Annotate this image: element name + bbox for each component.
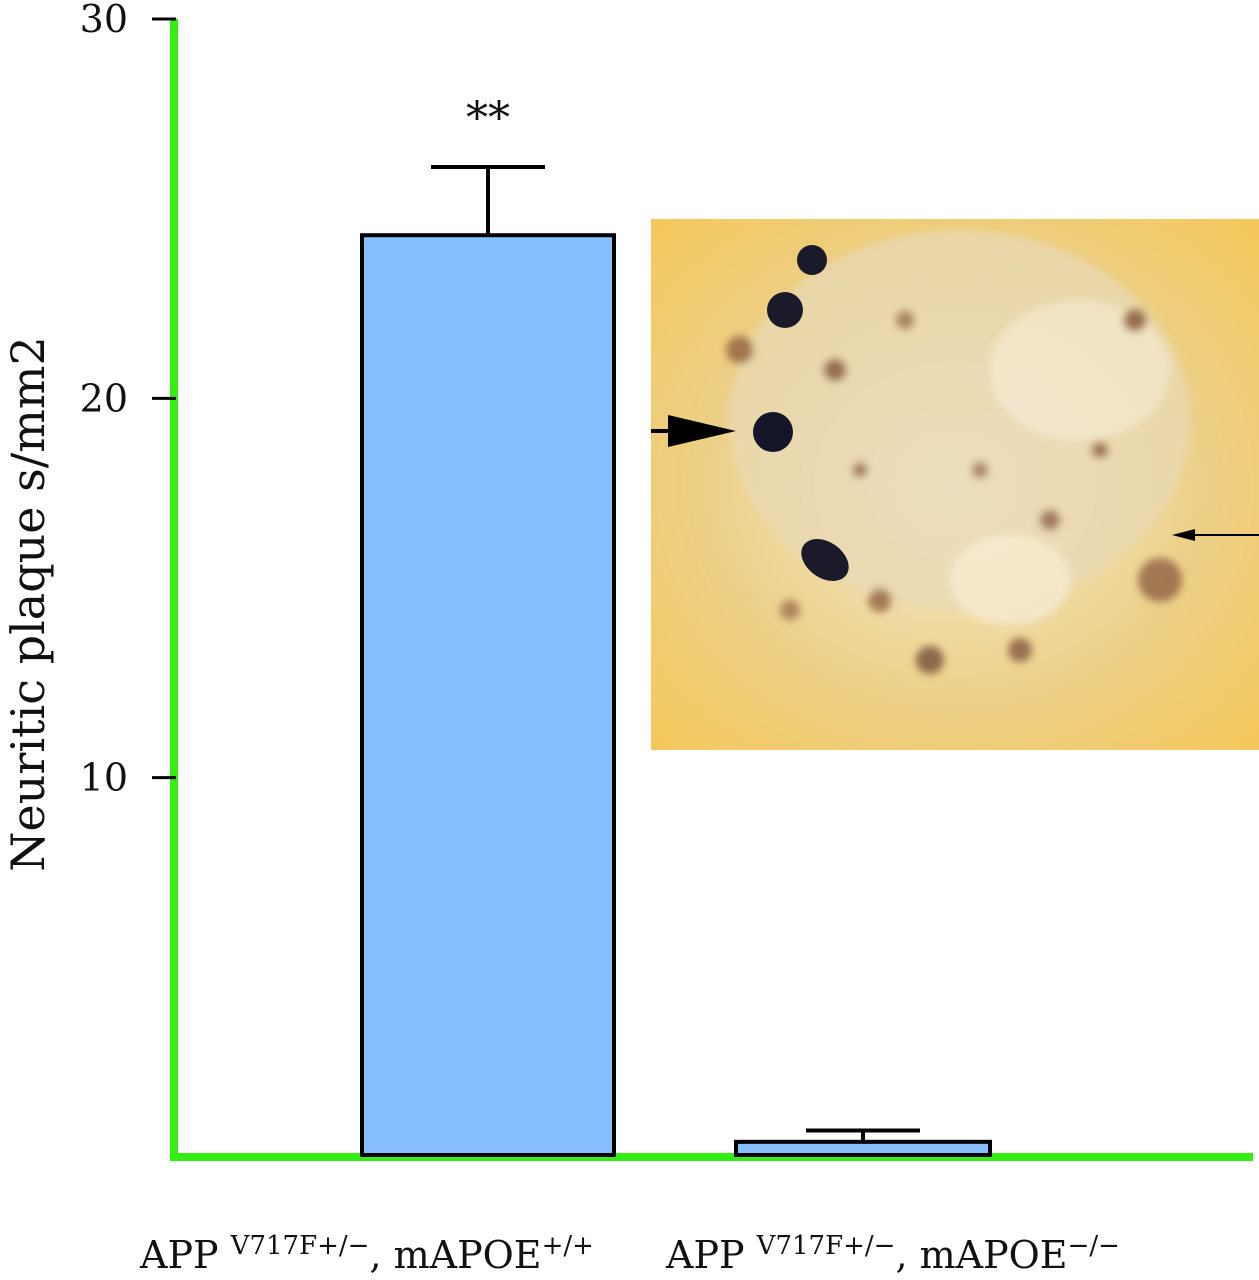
y-tick-label: 10 — [80, 756, 128, 800]
y-axis-title: Neuritic plaque s/mm2 — [1, 336, 55, 872]
bar-2 — [734, 1139, 992, 1157]
x-category-label-1: APP V717F+/−, mAPOE+/+ — [139, 1231, 594, 1277]
y-tick-label: 20 — [80, 376, 128, 420]
y-tick-label: 30 — [80, 0, 128, 41]
bars-group: ** — [360, 93, 992, 1158]
micrograph-inset-image — [651, 219, 1259, 750]
significance-marker: ** — [466, 93, 510, 144]
bar-1 — [360, 233, 616, 1158]
y-axis-ticks: 10 20 30 — [80, 0, 176, 800]
x-category-label-2: APP V717F+/−, mAPOE−/− — [665, 1231, 1120, 1277]
